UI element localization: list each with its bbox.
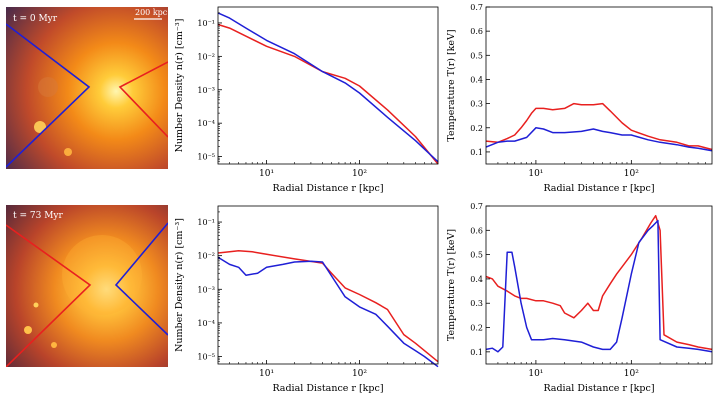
y-tick-label: 10⁻² <box>197 52 215 61</box>
y-tick-label: 10⁻⁵ <box>197 153 215 162</box>
y-tick-label: 0.4 <box>470 75 483 84</box>
x-axis-label: Radial Distance r [kpc] <box>543 183 654 194</box>
x-tick-label: 10¹ <box>259 369 274 379</box>
y-tick-label: 0.3 <box>470 299 483 308</box>
snapshot-render-top: t = 0 Myr 200 kpc <box>6 7 168 169</box>
plot-frame <box>217 205 439 365</box>
y-tick-label: 0.7 <box>470 202 483 211</box>
y-tick-label: 0.5 <box>470 51 483 60</box>
y-axis-label: Number Density n(r) [cm⁻³] <box>174 218 185 352</box>
y-tick-label: 10⁻⁴ <box>197 119 215 128</box>
snapshot-render-bottom: t = 73 Myr <box>6 205 168 367</box>
x-axis-label: Radial Distance r [kpc] <box>272 183 383 194</box>
snapshot-image-bottom: t = 73 Myr <box>6 205 168 367</box>
y-tick-label: 10⁻⁵ <box>197 353 215 362</box>
red-wedge-bottom <box>6 224 92 367</box>
y-tick-label: 10⁻¹ <box>197 19 215 28</box>
y-axis-label: Temperature T(r) [keV] <box>446 29 457 141</box>
series-line-red <box>217 250 439 363</box>
y-tick-label: 0.7 <box>470 3 483 12</box>
series-line-red <box>217 23 439 165</box>
temperature-plot-bottom: 10¹ 10² 0.1 0.2 0.3 0.4 0.5 0.6 0.7 Radial Distan… <box>444 200 718 401</box>
scalebar-label: 200 kpc <box>135 8 168 17</box>
blue-wedge-bottom <box>114 222 168 336</box>
y-tick-label: 0.1 <box>470 348 483 357</box>
y-tick-label: 0.2 <box>470 324 483 333</box>
y-axis-label: Temperature T(r) [keV] <box>446 229 457 341</box>
y-tick-label: 0.5 <box>470 251 483 260</box>
x-tick-label: 10² <box>352 169 367 179</box>
y-tick-label: 0.6 <box>470 226 483 235</box>
x-tick-label: 10¹ <box>259 169 274 179</box>
series-line-blue <box>485 219 713 353</box>
plot-frame <box>485 205 713 365</box>
y-tick-label: 10⁻⁴ <box>197 319 215 328</box>
y-tick-label: 0.2 <box>470 124 483 133</box>
density-plot-bottom: 10¹ 10² 10⁻⁵ 10⁻⁴ 10⁻³ 10⁻² 10⁻¹ Radial Distanc… <box>172 200 444 401</box>
density-chart-bottom: 10¹ 10² 10⁻⁵ 10⁻⁴ 10⁻³ 10⁻² 10⁻¹ Radial Distanc… <box>174 205 439 394</box>
y-tick-label: 10⁻³ <box>197 86 215 95</box>
x-tick-label: 10² <box>624 369 639 379</box>
series-line-red <box>485 214 713 351</box>
y-tick-label: 0.3 <box>470 100 483 109</box>
red-wedge-top <box>118 61 168 138</box>
x-tick-label: 10² <box>624 169 639 179</box>
time-label-bottom: t = 73 Myr <box>13 211 63 221</box>
y-tick-label: 0.6 <box>470 27 483 36</box>
x-tick-label: 10² <box>352 369 367 379</box>
snapshot-image-top: t = 0 Myr 200 kpc <box>6 7 168 169</box>
y-tick-label: 10⁻³ <box>197 285 215 294</box>
x-axis-label: Radial Distance r [kpc] <box>272 383 383 394</box>
x-axis-label: Radial Distance r [kpc] <box>543 383 654 394</box>
density-plot-top: 10¹ 10² 10⁻⁵ 10⁻⁴ 10⁻³ 10⁻² 10⁻¹ Radial Distanc… <box>172 0 444 200</box>
series-line-blue <box>485 127 713 152</box>
plot-frame <box>485 6 713 165</box>
density-chart-top: 10¹ 10² 10⁻⁵ 10⁻⁴ 10⁻³ 10⁻² 10⁻¹ Radial Distanc… <box>174 6 439 194</box>
blue-wedge-top <box>6 23 91 168</box>
temperature-chart-top: 10¹ 10² 0.1 0.2 0.3 0.4 0.5 0.6 0.7 Radial Distan… <box>446 3 713 194</box>
time-label-top: t = 0 Myr <box>13 14 58 24</box>
y-tick-label: 0.4 <box>470 275 483 284</box>
x-tick-label: 10¹ <box>528 369 543 379</box>
y-tick-label: 0.1 <box>470 148 483 157</box>
temperature-chart-bottom: 10¹ 10² 0.1 0.2 0.3 0.4 0.5 0.6 0.7 Radial Distan… <box>446 202 713 394</box>
plot-frame <box>217 6 439 165</box>
series-line-blue <box>217 12 439 163</box>
x-tick-label: 10¹ <box>528 169 543 179</box>
series-line-blue <box>217 256 439 368</box>
y-tick-label: 10⁻² <box>197 252 215 261</box>
y-tick-label: 10⁻¹ <box>197 218 215 227</box>
temperature-plot-top: 10¹ 10² 0.1 0.2 0.3 0.4 0.5 0.6 0.7 Radial Distan… <box>444 0 718 200</box>
series-line-red <box>485 102 713 151</box>
y-axis-label: Number Density n(r) [cm⁻³] <box>174 19 185 153</box>
